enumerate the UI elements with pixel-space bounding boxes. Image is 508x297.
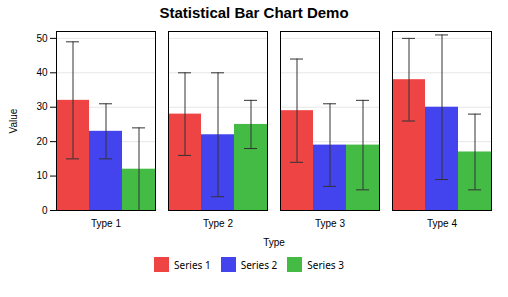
svg-text:Type 4: Type 4 <box>427 218 457 229</box>
svg-text:Value: Value <box>8 108 19 133</box>
svg-text:10: 10 <box>36 170 48 181</box>
svg-text:Type: Type <box>263 237 285 248</box>
html-text:Series 1: Series 1 <box>174 257 211 272</box>
svg-text:30: 30 <box>36 101 48 112</box>
svg-text:Type 3: Type 3 <box>315 218 345 229</box>
html-text:Series 2: Series 2 <box>240 257 278 272</box>
svg-text:20: 20 <box>36 136 48 147</box>
svg-text:Type 2: Type 2 <box>203 218 233 229</box>
svg-text:Type 1: Type 1 <box>91 218 121 229</box>
svg-text:40: 40 <box>36 67 48 78</box>
svg-text:0: 0 <box>42 205 48 216</box>
html-text:Statistical Bar Chart Demo: Statistical Bar Chart Demo <box>159 4 349 21</box>
html-text:Series 3: Series 3 <box>307 257 344 272</box>
svg-text:50: 50 <box>36 33 48 44</box>
